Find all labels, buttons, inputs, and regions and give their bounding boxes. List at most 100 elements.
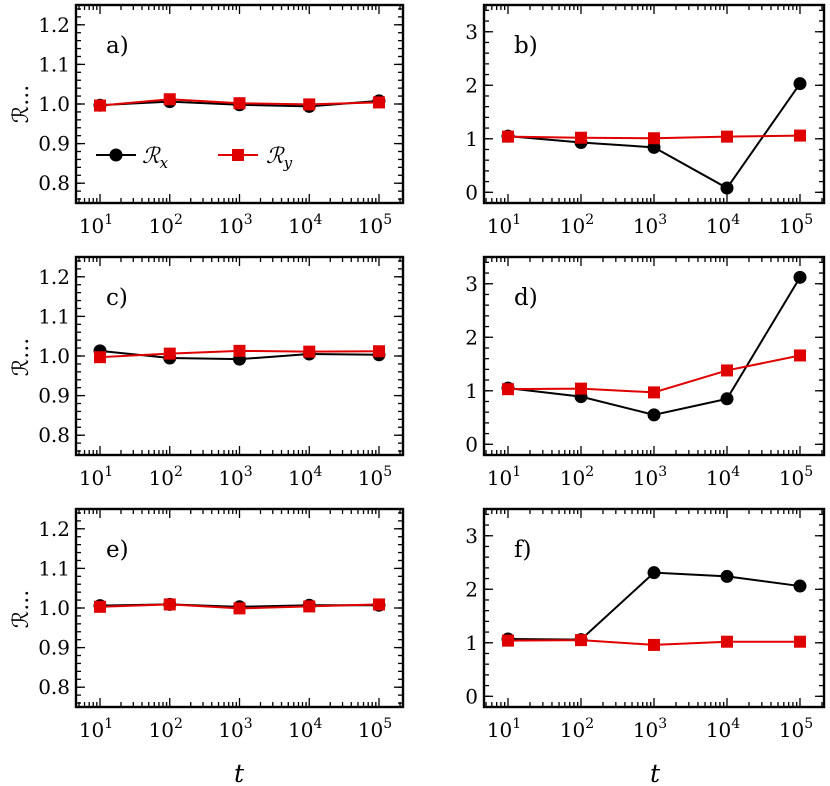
y-tick-label-a-0: 0.8 xyxy=(38,171,70,195)
point-ry-f-1 xyxy=(575,634,587,647)
x-tick-label-c-3: 104 xyxy=(288,464,322,490)
x-tick-label-f-0: 101 xyxy=(487,716,521,742)
x-tick-label-f-2: 103 xyxy=(633,716,667,742)
x-tick-label-c-2: 103 xyxy=(218,464,252,490)
legend-label-rx-main: ℛ xyxy=(142,144,161,169)
x-axis-label-left: t xyxy=(234,759,245,786)
y-tick-label-c-3: 1.1 xyxy=(38,304,70,328)
x-tick-label-a-3: 104 xyxy=(288,212,322,238)
y-tick-label-a-4: 1.2 xyxy=(38,13,70,37)
point-ry-a-0 xyxy=(94,99,106,112)
y-tick-label-a-1: 0.9 xyxy=(38,132,70,156)
point-rx-b-3 xyxy=(720,181,734,195)
x-tick-label-a-0: 101 xyxy=(79,212,113,238)
point-ry-c-0 xyxy=(94,351,106,364)
x-tick-label-b-2: 103 xyxy=(633,212,667,238)
y-tick-label-a-2: 1.0 xyxy=(38,92,70,116)
point-ry-f-2 xyxy=(648,638,660,651)
panel-label-b: b) xyxy=(514,33,538,59)
panel-frame-b xyxy=(482,3,826,205)
y-tick-label-b-2: 2 xyxy=(465,73,478,97)
point-ry-b-2 xyxy=(648,132,660,145)
legend-label-ry: ℛy xyxy=(266,144,293,172)
panel-frame-f xyxy=(482,507,826,709)
panel-label-c: c) xyxy=(106,285,128,311)
point-rx-f-2 xyxy=(647,566,661,580)
x-tick-label-a-1: 102 xyxy=(149,212,183,238)
point-ry-f-4 xyxy=(794,635,806,648)
y-tick-label-f-3: 3 xyxy=(465,524,478,548)
y-tick-label-f-0: 0 xyxy=(465,684,478,708)
y-tick-label-c-2: 1.0 xyxy=(38,344,70,368)
panel-frame-a xyxy=(74,3,405,205)
x-tick-label-b-3: 104 xyxy=(706,212,740,238)
point-ry-e-1 xyxy=(163,598,176,611)
y-tick-label-e-2: 1.0 xyxy=(38,596,70,620)
y-tick-label-e-0: 0.8 xyxy=(38,675,70,699)
y-tick-label-f-2: 2 xyxy=(465,577,478,601)
point-ry-a-2 xyxy=(233,97,246,110)
point-ry-c-1 xyxy=(163,347,176,360)
legend-label-ry-sub: y xyxy=(283,154,293,172)
panel-label-f: f) xyxy=(514,537,532,563)
panel-frame-c xyxy=(74,255,405,457)
point-ry-e-2 xyxy=(233,602,246,615)
y-tick-label-b-1: 1 xyxy=(465,127,478,151)
x-tick-label-c-1: 102 xyxy=(149,464,183,490)
point-rx-f-3 xyxy=(720,569,734,583)
panel-label-a: a) xyxy=(106,33,129,59)
y-tick-label-d-3: 3 xyxy=(465,272,478,296)
point-rx-d-4 xyxy=(793,270,807,284)
point-ry-e-3 xyxy=(303,600,316,613)
y-tick-label-e-4: 1.2 xyxy=(38,517,70,541)
point-rx-f-4 xyxy=(793,579,807,593)
point-rx-d-3 xyxy=(720,392,734,406)
x-tick-label-c-0: 101 xyxy=(79,464,113,490)
point-ry-c-3 xyxy=(303,345,316,358)
legend-marker-ry xyxy=(232,149,244,161)
y-tick-label-a-3: 1.1 xyxy=(38,52,70,76)
series-line-f-rx xyxy=(507,571,801,641)
legend-label-ry-main: ℛ xyxy=(266,144,285,169)
point-ry-e-0 xyxy=(94,600,106,613)
x-tick-label-f-3: 104 xyxy=(706,716,740,742)
x-axis-label-right: t xyxy=(650,759,661,786)
x-tick-label-b-1: 102 xyxy=(560,212,594,238)
overlays: t t ℛ... ℛ... ℛ... ℛx ℛy xyxy=(9,85,661,786)
y-axis-label-c: ℛ... xyxy=(9,338,34,377)
point-ry-b-4 xyxy=(794,129,806,142)
y-axis-label-a: ℛ... xyxy=(9,85,34,124)
point-ry-b-3 xyxy=(721,130,733,143)
y-tick-label-c-0: 0.8 xyxy=(38,423,70,447)
y-tick-label-b-0: 0 xyxy=(465,180,478,204)
legend: ℛx ℛy xyxy=(96,144,293,172)
y-tick-label-e-1: 0.9 xyxy=(38,636,70,660)
panel-label-d: d) xyxy=(514,285,538,311)
panel-a: 101 102 103 104 105 0.8 0.9 1.0 1.1 1.2 a) xyxy=(38,3,405,238)
x-tick-label-b-4: 105 xyxy=(779,212,813,238)
x-tick-label-e-4: 105 xyxy=(358,716,392,742)
panel-frame-d xyxy=(482,255,826,457)
x-tick-label-d-2: 103 xyxy=(633,464,667,490)
x-tick-label-c-4: 105 xyxy=(358,464,392,490)
y-tick-label-c-1: 0.9 xyxy=(38,384,70,408)
panel-e: 101 102 103 104 105 0.8 0.9 1.0 1.1 1.2 e) xyxy=(38,507,405,742)
x-tick-label-b-0: 101 xyxy=(487,212,521,238)
x-tick-label-d-1: 102 xyxy=(560,464,594,490)
point-ry-d-4 xyxy=(794,349,806,362)
x-tick-label-e-0: 101 xyxy=(79,716,113,742)
x-tick-label-f-4: 105 xyxy=(779,716,813,742)
point-ry-f-0 xyxy=(502,634,514,647)
x-tick-label-d-3: 104 xyxy=(706,464,740,490)
legend-marker-rx xyxy=(109,148,123,162)
y-tick-label-d-1: 1 xyxy=(465,379,478,403)
point-ry-a-1 xyxy=(163,93,176,106)
point-ry-c-2 xyxy=(233,344,246,357)
x-tick-label-d-0: 101 xyxy=(487,464,521,490)
panel-frame-e xyxy=(74,507,405,709)
point-ry-a-4 xyxy=(373,96,385,109)
point-ry-b-0 xyxy=(502,130,514,143)
y-tick-label-d-2: 2 xyxy=(465,325,478,349)
point-ry-d-2 xyxy=(648,386,660,399)
